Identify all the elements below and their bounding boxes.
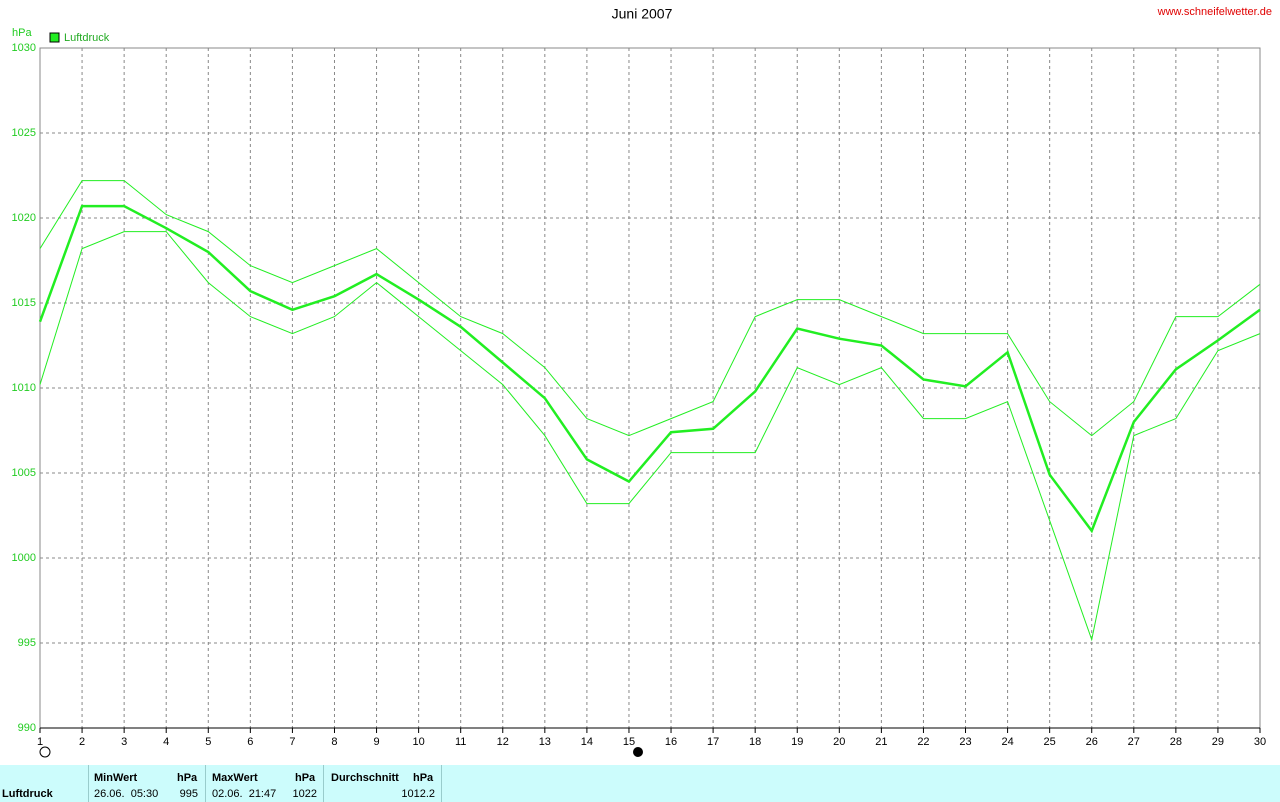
x-tick-label: 24 <box>1001 736 1013 748</box>
chart-title: Juni 2007 <box>612 6 673 22</box>
x-tick-label: 28 <box>1170 736 1182 748</box>
x-tick-label: 30 <box>1254 736 1266 748</box>
x-tick-label: 7 <box>289 736 295 748</box>
y-tick-label: 1000 <box>12 552 36 564</box>
x-tick-label: 8 <box>331 736 337 748</box>
y-tick-label: 1020 <box>12 212 36 224</box>
x-tick-label: 13 <box>539 736 551 748</box>
header: Durchschnitt <box>331 772 399 784</box>
y-tick-label: 1010 <box>12 382 36 394</box>
chart: Juni 2007 www.schneifelwetter.de hPa Luf… <box>12 6 1272 758</box>
x-tick-label: 11 <box>455 736 466 748</box>
y-tick-label: 990 <box>18 722 36 734</box>
legend-swatch <box>49 32 60 43</box>
cell: 02.06. 21:47 <box>212 788 277 800</box>
y-tick-label: 1015 <box>12 297 36 309</box>
moon-new <box>39 746 51 758</box>
cell: 26.06. 05:30 <box>94 788 159 800</box>
y-axis-label: hPa <box>12 27 32 39</box>
cell: 995 <box>179 788 198 800</box>
x-tick-label: 3 <box>121 736 127 748</box>
x-tick-label: 23 <box>959 736 971 748</box>
line <box>39 231 1261 642</box>
x-tick-label: 19 <box>791 736 803 748</box>
separator <box>323 765 324 802</box>
header: MaxWert <box>212 772 258 784</box>
header: hPa <box>177 772 198 784</box>
x-tick-label: 6 <box>247 736 253 748</box>
x-tick-label: 18 <box>749 736 761 748</box>
header: MinWert <box>94 772 138 784</box>
y-tick-label: 1005 <box>12 467 36 479</box>
x-tick-label: 15 <box>623 736 635 748</box>
x-tick-label: 17 <box>707 736 719 748</box>
x-tick-label: 12 <box>497 736 509 748</box>
moon-full <box>633 747 643 757</box>
cell: 1022 <box>292 788 317 800</box>
x-tick-label: 1 <box>37 736 43 748</box>
x-tick-label: 4 <box>163 736 169 748</box>
separator <box>441 765 442 802</box>
cell: 1012.2 <box>401 788 435 800</box>
x-tick-label: 27 <box>1128 736 1140 748</box>
y-tick-label: 1025 <box>12 127 36 139</box>
header: hPa <box>413 772 434 784</box>
separator <box>88 765 89 802</box>
summary-table: MinWert hPa MaxWert hPa Durchschnitt hPa… <box>0 765 1280 802</box>
x-tick-label: 5 <box>205 736 211 748</box>
y-tick-label: 995 <box>18 637 36 649</box>
x-tick-label: 26 <box>1086 736 1098 748</box>
legend-label: Luftdruck <box>64 32 110 44</box>
x-tick-label: 21 <box>875 736 887 748</box>
x-tick-label: 14 <box>581 736 593 748</box>
line <box>39 180 1261 437</box>
x-tick-label: 29 <box>1212 736 1224 748</box>
header: hPa <box>295 772 316 784</box>
source: www.schneifelwetter.de <box>1157 6 1272 18</box>
x-tick-label: 10 <box>412 736 424 748</box>
x-tick-label: 9 <box>373 736 379 748</box>
x-tick-label: 22 <box>917 736 929 748</box>
x-tick-label: 16 <box>665 736 677 748</box>
row-label: Luftdruck <box>2 788 53 800</box>
x-tick-label: 20 <box>833 736 845 748</box>
separator <box>205 765 206 802</box>
line <box>38 204 1261 534</box>
y-tick-label: 1030 <box>12 42 36 54</box>
x-tick-label: 2 <box>79 736 85 748</box>
x-tick-label: 25 <box>1044 736 1056 748</box>
